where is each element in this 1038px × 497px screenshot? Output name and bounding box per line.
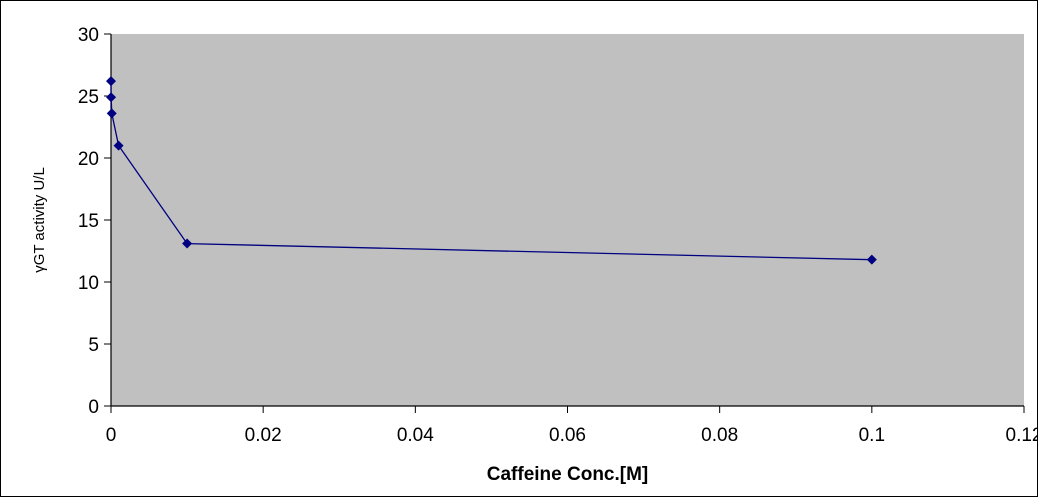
x-tick-label: 0.08: [701, 425, 738, 446]
y-axis-title: γGT activity U/L: [31, 167, 48, 273]
x-tick-label: 0.12: [1006, 425, 1037, 446]
x-tick-label: 0.06: [549, 425, 586, 446]
x-tick-label: 0.02: [245, 425, 282, 446]
x-axis: 0 0.02 0.04 0.06 0.08 0.1 0.12: [106, 405, 1037, 446]
data-point-marker: [106, 92, 117, 103]
y-tick-label: 15: [78, 211, 99, 232]
plot-area: [111, 34, 1024, 406]
y-tick-label: 30: [78, 25, 99, 46]
x-axis-title: Caffeine Conc.[M]: [487, 464, 649, 485]
data-point-marker: [113, 140, 124, 151]
y-tick-label: 0: [88, 397, 99, 418]
x-tick-label: 0.1: [859, 425, 885, 446]
data-point-marker: [106, 108, 117, 119]
data-point-marker: [182, 238, 193, 249]
y-tick-label: 10: [78, 273, 99, 294]
data-point-marker: [106, 76, 116, 87]
data-point-marker: [866, 254, 877, 265]
y-tick-label: 20: [78, 149, 99, 170]
y-axis: 0 5 10 15 20 25 30: [78, 25, 112, 418]
x-tick-label: 0.04: [397, 425, 434, 446]
series-layer: [106, 76, 877, 265]
x-tick-label: 0: [106, 425, 117, 446]
y-tick-label: 5: [88, 335, 99, 356]
y-tick-label: 25: [78, 87, 99, 108]
